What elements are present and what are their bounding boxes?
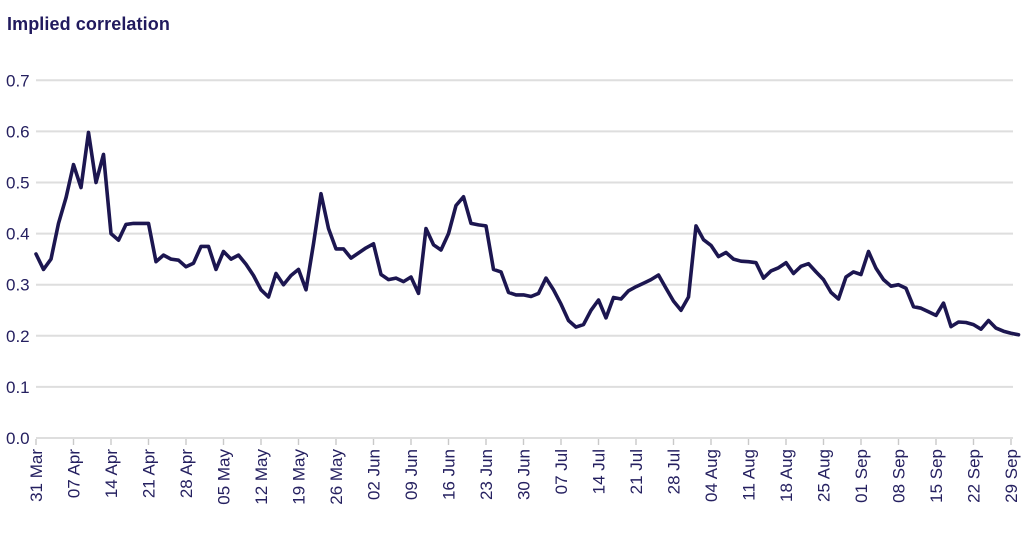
x-tick-label: 18 Aug <box>777 449 796 502</box>
x-tick-label: 07 Apr <box>65 449 84 498</box>
x-axis-labels: 31 Mar 07 Apr 14 Apr 21 Apr 28 Apr 05 May 12 M… <box>27 449 1021 505</box>
x-tick-label: 02 Jun <box>365 449 384 500</box>
x-tick-label: 28 Jul <box>665 449 684 494</box>
x-tick-label: 08 Sep <box>890 449 909 503</box>
x-tick-label: 26 May <box>327 449 346 505</box>
y-tick-label: 0.6 <box>6 122 30 141</box>
chart-title: Implied correlation <box>7 14 170 34</box>
y-tick-label: 0.3 <box>6 276 30 295</box>
x-tick-label: 09 Jun <box>402 449 421 500</box>
implied-correlation-line <box>34 130 1021 337</box>
x-tick-label: 22 Sep <box>965 449 984 503</box>
x-tick-label: 19 May <box>290 449 309 505</box>
x-tick-label: 16 Jun <box>440 449 459 500</box>
x-tick-label: 11 Aug <box>740 449 759 501</box>
x-tick-label: 01 Sep <box>852 449 871 503</box>
x-tick-label: 15 Sep <box>927 449 946 503</box>
x-tick-label: 21 Apr <box>140 449 159 498</box>
y-tick-label: 0.0 <box>6 429 30 448</box>
x-tick-label: 23 Jun <box>477 449 496 500</box>
y-tick-label: 0.2 <box>6 327 30 346</box>
x-tick-label: 29 Sep <box>1002 449 1021 503</box>
x-tick-label: 05 May <box>215 449 234 505</box>
x-tick-label: 12 May <box>252 449 271 505</box>
x-tick-label: 30 Jun <box>515 449 534 500</box>
x-tick-label: 14 Jul <box>590 449 609 494</box>
y-tick-label: 0.5 <box>6 174 30 193</box>
gridlines <box>36 79 1013 439</box>
x-axis-ticks <box>35 439 1012 445</box>
y-tick-label: 0.4 <box>6 225 30 244</box>
x-tick-label: 25 Aug <box>815 449 834 502</box>
x-tick-label: 21 Jul <box>627 449 646 494</box>
y-axis-labels: 0.0 0.1 0.2 0.3 0.4 0.5 0.6 0.7 <box>6 71 30 448</box>
x-tick-label: 14 Apr <box>102 449 121 498</box>
y-tick-label: 0.1 <box>6 378 30 397</box>
x-tick-label: 28 Apr <box>177 449 196 498</box>
y-tick-label: 0.7 <box>6 71 30 90</box>
x-tick-label: 31 Mar <box>27 449 46 502</box>
x-tick-label: 04 Aug <box>702 449 721 502</box>
x-tick-label: 07 Jul <box>552 449 571 494</box>
